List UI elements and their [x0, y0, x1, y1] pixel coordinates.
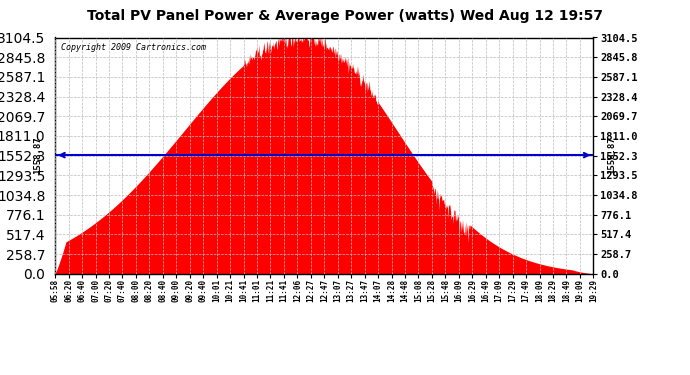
- Text: 1558.87: 1558.87: [32, 136, 42, 174]
- Text: Total PV Panel Power & Average Power (watts) Wed Aug 12 19:57: Total PV Panel Power & Average Power (wa…: [87, 9, 603, 23]
- Text: Copyright 2009 Cartronics.com: Copyright 2009 Cartronics.com: [61, 44, 206, 52]
- Text: 1558.87: 1558.87: [607, 136, 616, 174]
